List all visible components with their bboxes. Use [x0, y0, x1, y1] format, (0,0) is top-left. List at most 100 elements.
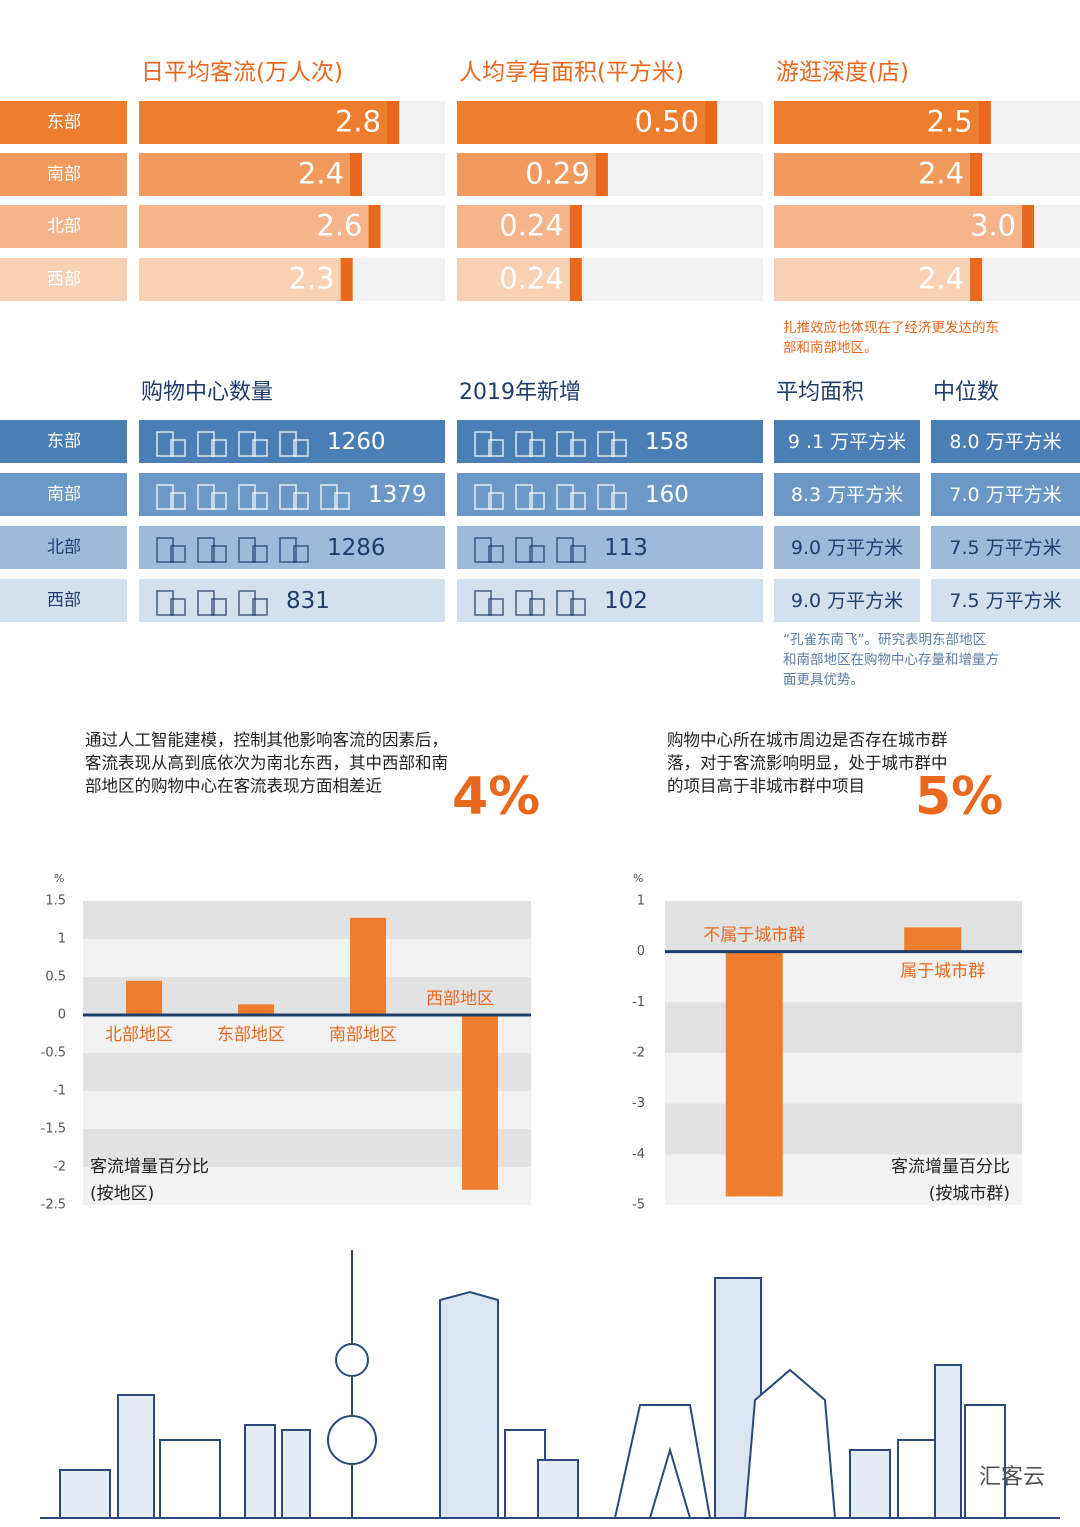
building-icon	[170, 492, 186, 510]
bar-cap	[569, 205, 582, 248]
bar-cap	[978, 101, 991, 144]
building-icon	[570, 492, 586, 510]
building-icon	[211, 439, 227, 457]
count-label: 1260	[327, 429, 386, 455]
count-label: 160	[645, 482, 689, 508]
row-label: 西部	[47, 591, 81, 611]
building-icon	[320, 484, 338, 510]
building	[934, 1364, 962, 1519]
count-label: 1286	[327, 535, 386, 561]
value-label: 2.3	[289, 262, 335, 296]
bar-cap	[970, 153, 983, 196]
bar	[238, 1004, 274, 1015]
building-icon	[293, 439, 309, 457]
table-cell	[139, 579, 445, 622]
y-tick-label: -2	[53, 1160, 66, 1175]
row-label: 西部	[47, 270, 81, 290]
building-icon	[211, 545, 227, 563]
grid-band	[665, 1103, 1022, 1155]
building-icon	[334, 492, 350, 510]
bar-cap	[595, 153, 608, 196]
note: “孔雀东南飞”。研究表明东部地区	[783, 632, 986, 648]
building-icon	[211, 492, 227, 510]
panel-title: 游逛深度(店)	[776, 60, 909, 86]
bar-cap	[349, 153, 362, 196]
cell-text: 9.0 万平方米	[791, 537, 903, 559]
column-title: 中位数	[933, 380, 999, 405]
cell-text: 9.0 万平方米	[791, 590, 903, 612]
count-label: 102	[604, 588, 648, 614]
building-icon	[238, 537, 256, 563]
bar	[774, 153, 983, 196]
bar	[139, 258, 353, 301]
y-axis-label: %	[633, 872, 643, 885]
table-cell	[774, 526, 920, 569]
building-icon	[488, 598, 504, 616]
value-label: 0.24	[499, 209, 564, 243]
category-label: 属于城市群	[900, 962, 985, 982]
building-icon	[197, 537, 215, 563]
bar-cap	[368, 205, 381, 248]
row-label: 东部	[47, 432, 81, 452]
note: 扎推效应也体现在了经济更发达的东	[783, 319, 999, 336]
y-tick-label: 0	[637, 944, 645, 959]
building-icon	[597, 431, 615, 457]
value-label: 2.4	[918, 262, 964, 296]
headline: 落，对于客流影响明显，处于城市群中	[667, 754, 948, 773]
building-icon	[279, 537, 297, 563]
y-tick-label: -3	[632, 1096, 645, 1111]
y-tick-label: -1	[632, 995, 645, 1010]
table-cell	[931, 579, 1080, 622]
building-icon	[488, 439, 504, 457]
bar	[139, 153, 362, 196]
building-icon	[279, 484, 297, 510]
value-label: 0.50	[635, 105, 700, 139]
value-label: 2.4	[918, 157, 964, 191]
headline: 客流表现从高到底依次为南北东西，其中西部和南	[85, 754, 448, 773]
headline: 购物中心所在城市周边是否存在城市群	[667, 731, 948, 750]
tower-sphere	[335, 1343, 369, 1377]
building-icon	[556, 537, 574, 563]
y-tick-label: -2	[632, 1046, 645, 1061]
building-icon	[488, 492, 504, 510]
caption: (按地区)	[90, 1184, 154, 1204]
building	[281, 1429, 311, 1519]
building-icon	[156, 431, 174, 457]
y-tick-label: -1.5	[41, 1122, 66, 1137]
building-icon	[529, 439, 545, 457]
count-label: 158	[645, 429, 689, 455]
grid-band	[83, 901, 531, 939]
building-icon	[211, 598, 227, 616]
category-label: 西部地区	[426, 989, 494, 1009]
building-icon	[238, 484, 256, 510]
bar-cap	[387, 101, 400, 144]
building-icon	[279, 431, 297, 457]
caption: (按城市群)	[929, 1184, 1010, 1204]
column-title: 2019年新增	[459, 380, 581, 405]
building-icon	[170, 545, 186, 563]
bar	[725, 951, 783, 1197]
building-icon	[197, 484, 215, 510]
building-icon	[570, 439, 586, 457]
grid-band	[665, 901, 1022, 952]
logo: 汇客云	[979, 1465, 1045, 1490]
skyline	[40, 1250, 1060, 1519]
table-cell	[931, 473, 1080, 516]
bar	[350, 917, 386, 1015]
building	[244, 1424, 276, 1519]
y-axis-label: %	[54, 872, 64, 885]
table-cell	[457, 526, 763, 569]
building-icon	[597, 484, 615, 510]
cell-text: 8.3 万平方米	[791, 484, 903, 506]
building-icon	[238, 590, 256, 616]
bar-cap	[569, 258, 582, 301]
value-label: 2.8	[335, 105, 381, 139]
y-tick-label: 1.5	[45, 894, 66, 909]
headline: 的项目高于非城市群中项目	[667, 777, 865, 796]
value-label: 0.24	[499, 262, 564, 296]
building	[897, 1439, 937, 1519]
count-label: 831	[286, 588, 330, 614]
building-icon	[488, 545, 504, 563]
row-label: 东部	[47, 113, 81, 133]
y-tick-label: -0.5	[41, 1046, 66, 1061]
